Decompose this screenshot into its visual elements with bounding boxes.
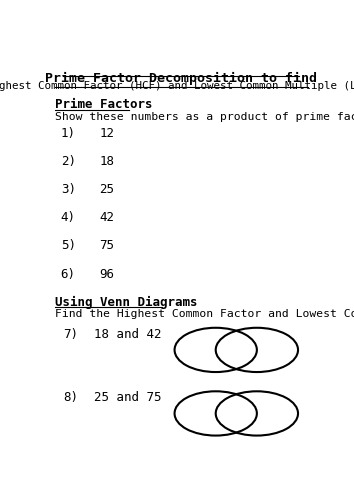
Text: Prime Factor Decomposition to find: Prime Factor Decomposition to find xyxy=(45,72,318,85)
Text: 2): 2) xyxy=(61,155,76,168)
Text: 8): 8) xyxy=(63,391,79,404)
Text: 12: 12 xyxy=(99,127,114,140)
Text: 42: 42 xyxy=(99,212,114,224)
Text: 18: 18 xyxy=(99,155,114,168)
Text: Highest Common Factor (HCF) and Lowest Common Multiple (LCM): Highest Common Factor (HCF) and Lowest C… xyxy=(0,81,354,91)
Text: 4): 4) xyxy=(61,212,76,224)
Text: 7): 7) xyxy=(63,328,79,340)
Text: 25: 25 xyxy=(99,183,114,196)
Text: 18 and 42: 18 and 42 xyxy=(93,328,161,340)
Text: Show these numbers as a product of prime factors: Show these numbers as a product of prime… xyxy=(55,112,354,122)
Text: 6): 6) xyxy=(61,268,76,280)
Text: 5): 5) xyxy=(61,240,76,252)
Text: Find the Highest Common Factor and Lowest Common Factor of: Find the Highest Common Factor and Lowes… xyxy=(55,310,354,320)
Text: 96: 96 xyxy=(99,268,114,280)
Text: Using Venn Diagrams: Using Venn Diagrams xyxy=(55,296,198,308)
Text: 75: 75 xyxy=(99,240,114,252)
Text: Prime Factors: Prime Factors xyxy=(55,98,153,112)
Text: 1): 1) xyxy=(61,127,76,140)
Text: 3): 3) xyxy=(61,183,76,196)
Text: 25 and 75: 25 and 75 xyxy=(93,391,161,404)
